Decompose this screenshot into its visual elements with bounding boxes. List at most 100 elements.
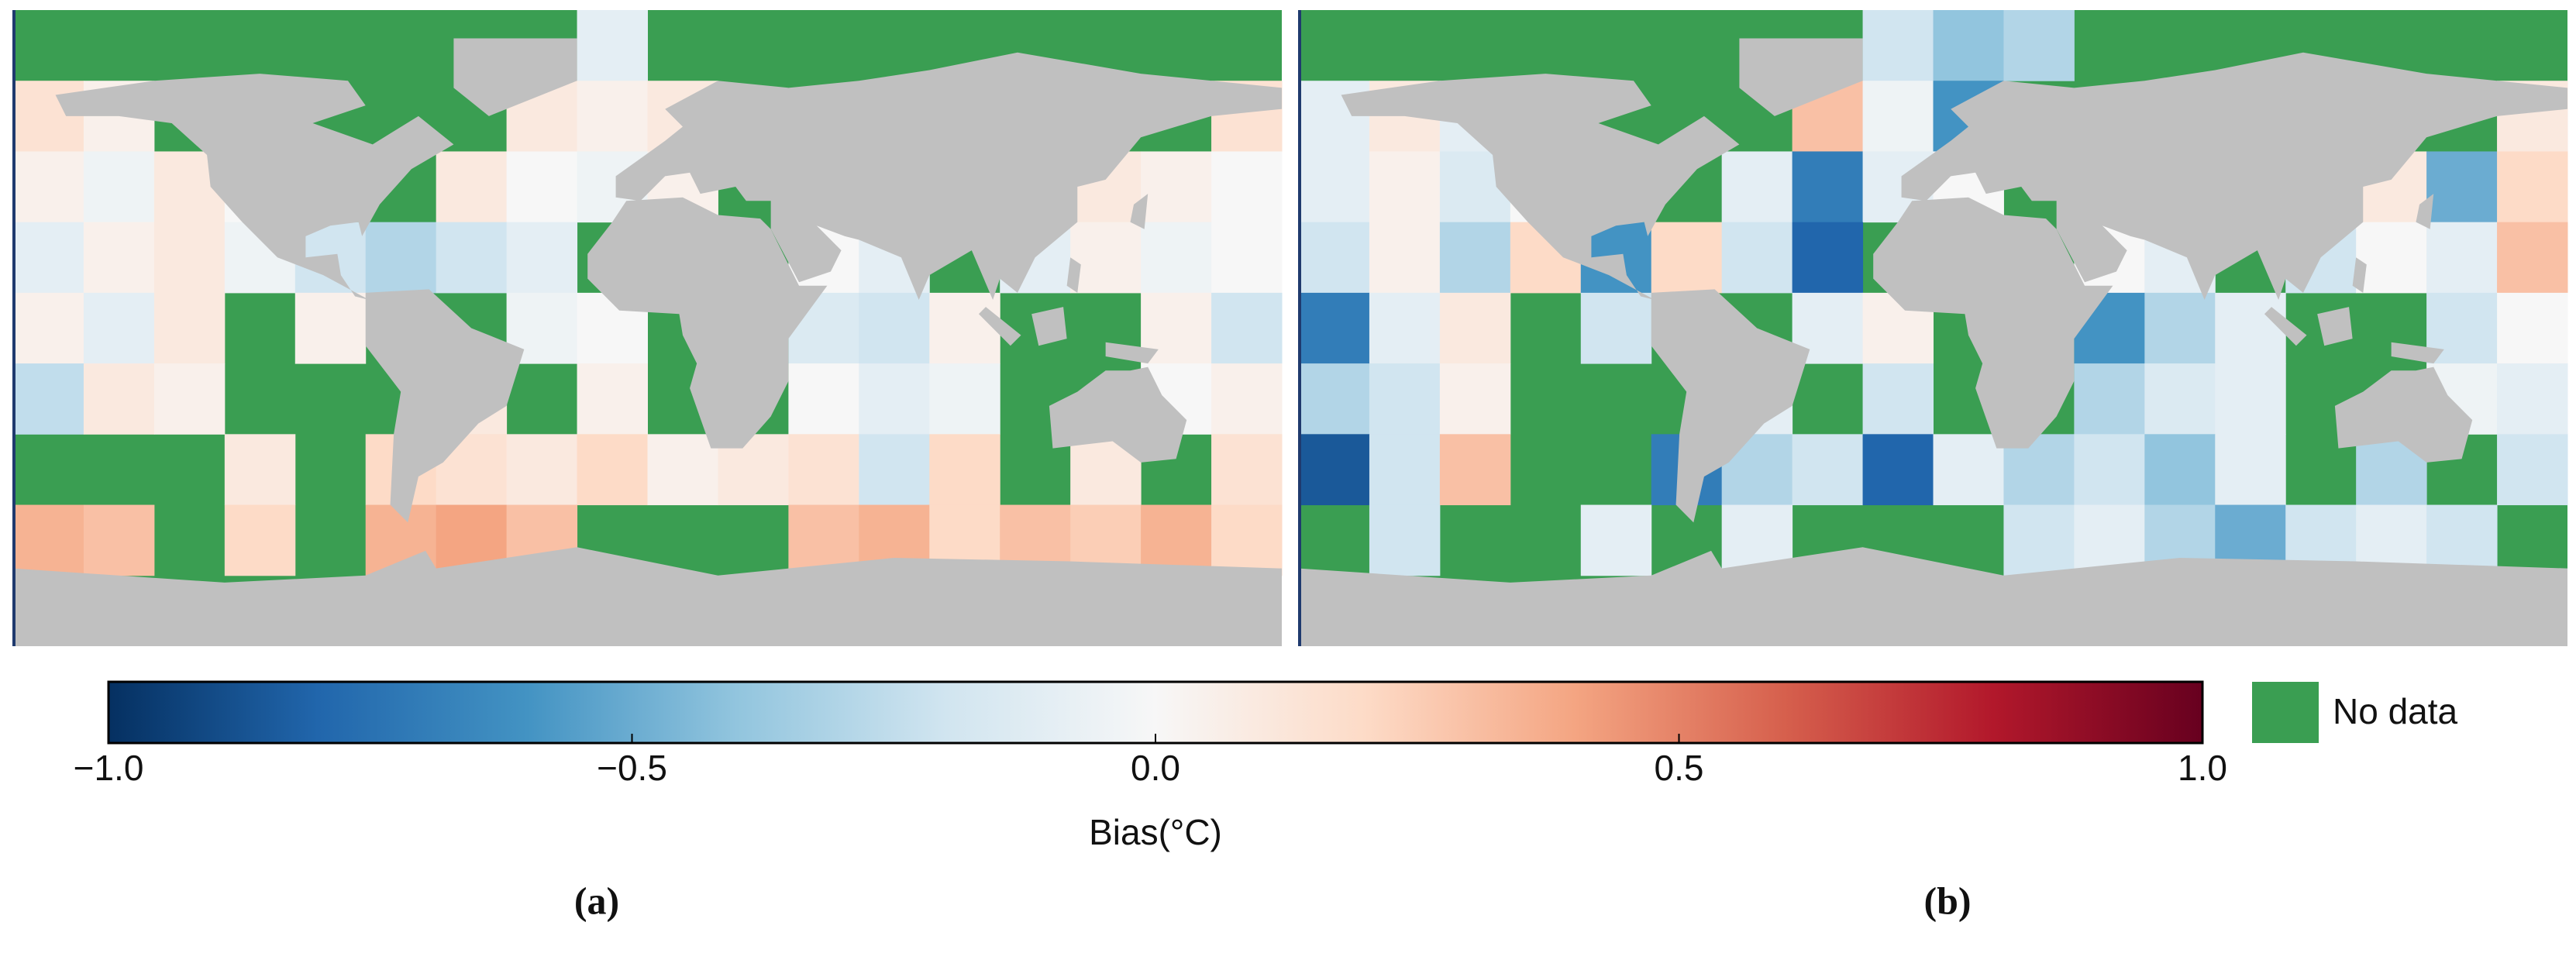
bias-cell xyxy=(2356,222,2427,294)
bias-cell xyxy=(2003,504,2075,576)
bias-cell xyxy=(1651,222,1723,294)
bias-cell xyxy=(13,81,84,152)
bias-cell xyxy=(1439,222,1511,294)
panel-label: (a) xyxy=(574,879,619,922)
bias-cell xyxy=(647,434,718,506)
bias-cell xyxy=(577,10,648,81)
bias-cell xyxy=(1369,363,1441,435)
bias-cell xyxy=(1862,81,1934,152)
bias-cell xyxy=(2497,222,2568,294)
bias-cell xyxy=(2215,292,2286,364)
bias-cell xyxy=(13,292,84,364)
bias-cell xyxy=(2144,363,2216,435)
bias-cell xyxy=(1141,151,1212,223)
bias-cell xyxy=(577,81,648,152)
bias-cell xyxy=(2497,151,2568,223)
colorbar-label: Bias(°C) xyxy=(1089,812,1222,852)
bias-cell xyxy=(83,222,155,294)
bias-cell xyxy=(2497,434,2568,506)
bias-cell xyxy=(2144,292,2216,364)
bias-cell xyxy=(2003,10,2075,81)
bias-cell xyxy=(929,292,1000,364)
bias-cell xyxy=(1369,292,1441,364)
bias-cell xyxy=(83,151,155,223)
bias-cell xyxy=(153,222,226,294)
bias-cell xyxy=(224,434,296,506)
bias-cell xyxy=(294,292,367,364)
colorbar-tick-label: 0.0 xyxy=(1131,748,1180,788)
bias-cell xyxy=(577,363,648,435)
bias-cell xyxy=(153,292,226,364)
bias-cell xyxy=(2497,292,2568,364)
bias-cell xyxy=(1862,363,1934,435)
colorbar-tick-label: 0.5 xyxy=(1655,748,1704,788)
bias-cell xyxy=(1933,434,2004,506)
bias-cell xyxy=(13,222,84,294)
bias-cell xyxy=(436,151,508,223)
bias-cell xyxy=(224,504,296,576)
bias-cell xyxy=(788,363,859,435)
no-data-swatch xyxy=(2252,682,2319,743)
bias-cell xyxy=(1299,81,1370,152)
bias-cell xyxy=(1369,222,1441,294)
map-panel xyxy=(12,10,1283,646)
bias-cell xyxy=(1792,151,1864,223)
bias-cell xyxy=(1299,292,1370,364)
bias-cell xyxy=(2497,363,2568,435)
bias-cell xyxy=(577,434,648,506)
bias-cell xyxy=(1299,151,1370,223)
colorbar-tick-label: −0.5 xyxy=(597,748,667,788)
bias-cell xyxy=(506,151,578,223)
bias-cell xyxy=(1792,434,1864,506)
map-panel xyxy=(1298,10,2568,646)
bias-cell xyxy=(83,363,155,435)
colorbar-tick-label: −1.0 xyxy=(74,748,144,788)
bias-cell xyxy=(2144,434,2216,506)
bias-cell xyxy=(859,292,930,364)
bias-cell xyxy=(1439,434,1511,506)
bias-cell xyxy=(13,151,84,223)
bias-cell xyxy=(2426,151,2498,223)
bias-cell xyxy=(365,222,437,294)
bias-cell xyxy=(1211,504,1283,576)
bias-cell xyxy=(153,363,226,435)
bias-cell xyxy=(1141,504,1212,576)
bias-cell xyxy=(1721,151,1793,223)
bias-cell xyxy=(1299,434,1370,506)
bias-cell xyxy=(1792,222,1864,294)
bias-cell xyxy=(2426,222,2498,294)
bias-cell xyxy=(436,222,508,294)
bias-cell xyxy=(1070,222,1142,294)
bias-cell xyxy=(1369,434,1441,506)
bias-cell xyxy=(2215,363,2286,435)
bias-cell xyxy=(83,504,155,576)
bias-cell xyxy=(1299,222,1370,294)
bias-cell xyxy=(1211,222,1283,294)
bias-cell xyxy=(2074,363,2145,435)
colorbar xyxy=(107,680,2204,745)
colorbar-tick-label: 1.0 xyxy=(2178,748,2227,788)
bias-cell xyxy=(1580,504,1652,576)
bias-cell xyxy=(1211,363,1283,435)
bias-cell xyxy=(929,434,1000,506)
bias-cell xyxy=(1211,292,1283,364)
bias-cell xyxy=(506,434,578,506)
bias-cell xyxy=(859,434,930,506)
bias-cell xyxy=(859,363,930,435)
bias-cell xyxy=(13,504,84,576)
bias-cell xyxy=(929,363,1000,435)
bias-cell xyxy=(2426,504,2498,576)
bias-cell xyxy=(506,222,578,294)
bias-cell xyxy=(1141,222,1212,294)
bias-cell xyxy=(1439,292,1511,364)
bias-cell xyxy=(788,434,859,506)
bias-cell xyxy=(83,292,155,364)
bias-cell xyxy=(1580,292,1652,364)
bias-cell xyxy=(2074,434,2145,506)
bias-cell xyxy=(1862,10,1934,81)
bias-cell xyxy=(1211,434,1283,506)
bias-cell xyxy=(1369,151,1441,223)
bias-cell xyxy=(1299,363,1370,435)
bias-cell xyxy=(1369,504,1441,576)
